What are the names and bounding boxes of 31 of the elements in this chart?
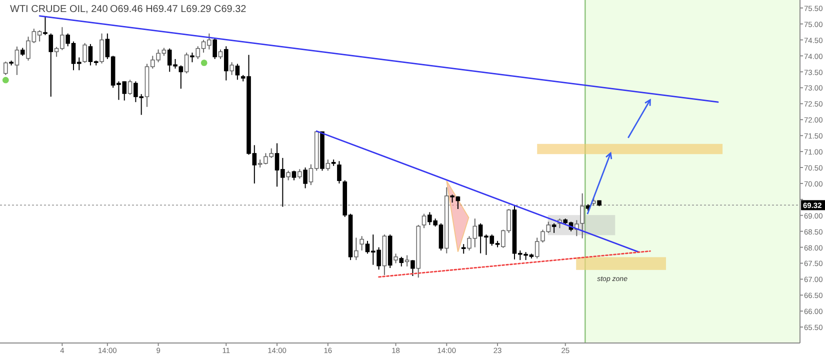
candlestick bbox=[14, 46, 20, 76]
candlestick bbox=[212, 38, 217, 60]
candlestick bbox=[128, 79, 132, 96]
candlestick bbox=[410, 260, 415, 276]
candlestick bbox=[100, 33, 104, 64]
candlestick bbox=[404, 254, 410, 267]
candlestick bbox=[337, 160, 342, 184]
candlestick bbox=[354, 237, 358, 261]
candlestick bbox=[230, 62, 234, 76]
candlestick bbox=[286, 170, 290, 181]
candlestick bbox=[4, 61, 8, 76]
candlestick bbox=[292, 170, 296, 181]
candlestick bbox=[580, 192, 584, 239]
candlestick bbox=[297, 168, 302, 180]
candlestick bbox=[303, 167, 308, 189]
candlestick bbox=[360, 236, 364, 251]
candlestick bbox=[399, 256, 404, 267]
candlestick bbox=[461, 244, 466, 254]
candlestick bbox=[235, 63, 240, 80]
candlestick bbox=[224, 46, 228, 81]
chart-title: WTI CRUDE OIL, 240 bbox=[10, 4, 108, 15]
candlestick bbox=[422, 213, 426, 229]
candlestick bbox=[326, 159, 330, 172]
chart-subtitle: O69.46 H69.47 L69.29 C69.32 bbox=[110, 4, 247, 15]
candlestick bbox=[552, 222, 556, 234]
candlestick bbox=[184, 52, 189, 74]
candlestick bbox=[43, 16, 48, 36]
candlestick bbox=[82, 42, 87, 64]
candlestick bbox=[190, 52, 194, 63]
candlestick bbox=[394, 253, 398, 264]
candlestick bbox=[48, 33, 54, 98]
